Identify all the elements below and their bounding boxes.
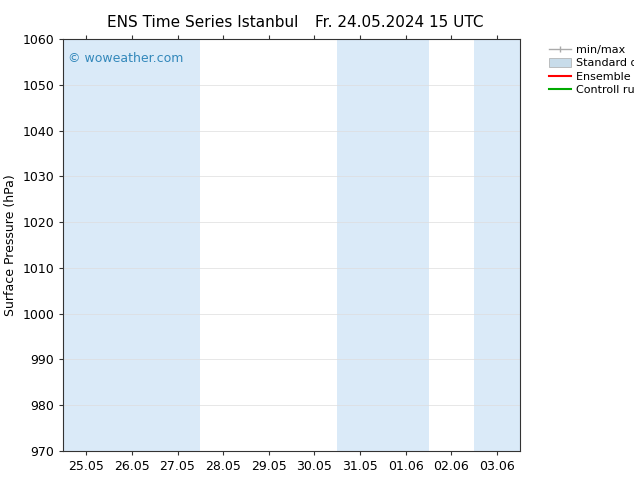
Bar: [383, 39, 429, 451]
Text: Fr. 24.05.2024 15 UTC: Fr. 24.05.2024 15 UTC: [315, 15, 484, 30]
Bar: [63, 39, 109, 451]
Bar: [109, 39, 155, 451]
Text: ENS Time Series Istanbul: ENS Time Series Istanbul: [107, 15, 299, 30]
Bar: [155, 39, 200, 451]
Text: © woweather.com: © woweather.com: [68, 51, 183, 65]
Legend: min/max, Standard deviation, Ensemble mean run, Controll run: min/max, Standard deviation, Ensemble me…: [549, 45, 634, 95]
Bar: [474, 39, 520, 451]
Bar: [337, 39, 383, 451]
Y-axis label: Surface Pressure (hPa): Surface Pressure (hPa): [4, 174, 17, 316]
